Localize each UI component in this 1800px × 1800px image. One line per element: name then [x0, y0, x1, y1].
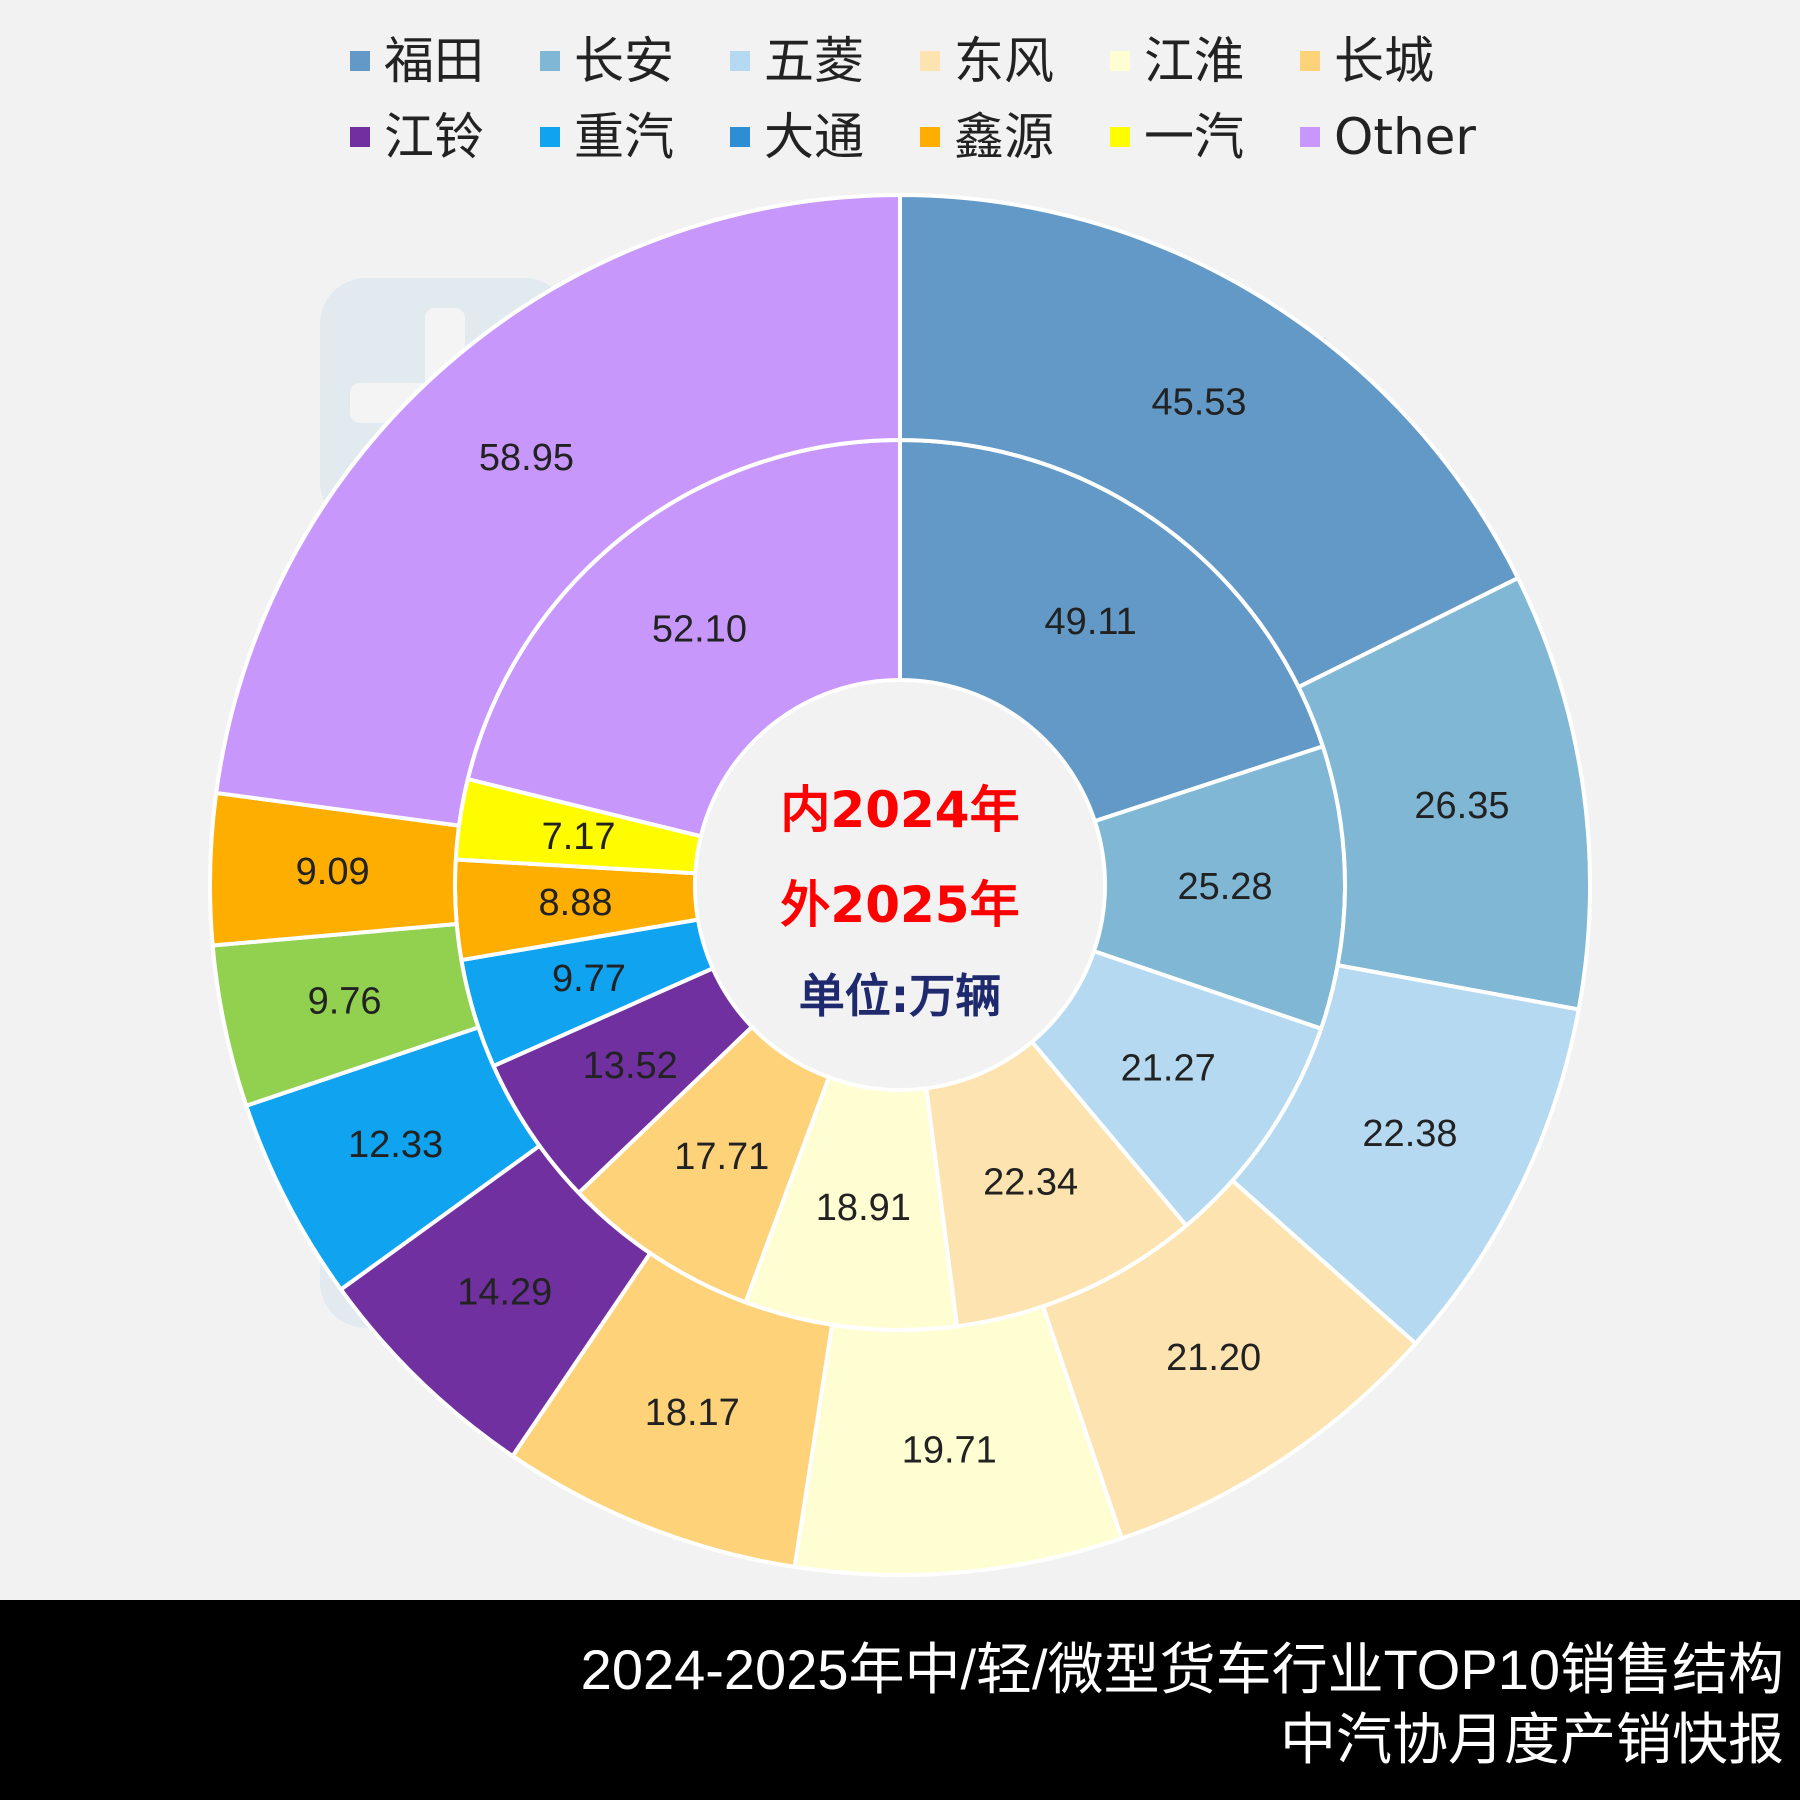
inner-ring-year-label: 内2024年	[780, 781, 1020, 839]
data-label: 7.17	[542, 816, 616, 858]
legend-swatch	[730, 127, 750, 147]
outer-ring-2025: 45.53 26.35 22.38 21.20 19.71 18.17 14.29 12.33…	[208, 192, 1592, 1577]
data-label: 22.38	[1362, 1113, 1457, 1155]
data-label: 12.33	[348, 1124, 443, 1166]
legend-swatch	[350, 51, 370, 71]
legend-swatch	[920, 51, 940, 71]
data-label: 19.71	[902, 1429, 997, 1471]
legend-item: 重汽	[540, 112, 674, 162]
data-label: 17.71	[674, 1136, 769, 1178]
data-label: 58.95	[479, 437, 574, 479]
data-label: 45.53	[1151, 382, 1246, 424]
legend-label: 长城	[1334, 32, 1434, 90]
legend-item: 一汽	[1110, 112, 1244, 162]
legend-item: 长城	[1300, 36, 1434, 86]
legend-label: 重汽	[574, 108, 674, 166]
data-label: 8.88	[539, 882, 613, 924]
data-label: 22.34	[983, 1162, 1078, 1204]
legend-item: 江铃	[350, 112, 484, 162]
legend-label: 五菱	[764, 32, 864, 90]
data-label: 14.29	[457, 1271, 552, 1313]
legend-swatch	[1300, 51, 1320, 71]
data-label: 18.17	[645, 1392, 740, 1434]
pie-slice	[898, 192, 1521, 690]
legend-label: 一汽	[1144, 108, 1244, 166]
legend-item: 鑫源	[920, 112, 1054, 162]
legend-label: Other	[1334, 108, 1476, 166]
data-label: 18.91	[816, 1187, 911, 1229]
legend-item: 五菱	[730, 36, 864, 86]
unit-label: 单位:万辆	[798, 969, 1002, 1023]
legend-swatch	[350, 127, 370, 147]
legend-swatch	[540, 51, 560, 71]
chart-legend: 福田 长安 五菱 东风 江淮 长城江铃 重汽 大通 鑫源 一汽 Other	[0, 0, 1800, 180]
doughnut-chart: 49.11 25.28 21.27 22.34 18.91 17.71 13.52 9.77 8…	[208, 192, 1592, 1577]
legend-label: 江铃	[384, 108, 484, 166]
data-label: 9.76	[308, 980, 382, 1022]
data-label: 21.20	[1166, 1337, 1261, 1379]
legend-item: 东风	[920, 36, 1054, 86]
data-label: 25.28	[1177, 866, 1272, 908]
legend-label: 大通	[764, 108, 864, 166]
footer-source: 中汽协月度产销快报	[1280, 1708, 1784, 1771]
legend-label: 福田	[384, 32, 484, 90]
legend-label: 江淮	[1144, 32, 1244, 90]
data-label: 13.52	[583, 1045, 678, 1087]
footer-title: 2024-2025年中/轻/微型货车行业TOP10销售结构	[580, 1638, 1784, 1701]
footer-bar: 2024-2025年中/轻/微型货车行业TOP10销售结构 中汽协月度产销快报	[0, 1600, 1800, 1800]
legend-swatch	[540, 127, 560, 147]
legend-item: 大通	[730, 112, 864, 162]
legend-item: 长安	[540, 36, 674, 86]
pie-slice	[213, 192, 902, 828]
legend-swatch	[1300, 127, 1320, 147]
data-label: 9.09	[296, 851, 370, 893]
legend-swatch	[730, 51, 750, 71]
data-label: 49.11	[1045, 601, 1137, 643]
legend-swatch	[1110, 51, 1130, 71]
legend-item: 福田	[350, 36, 484, 86]
legend-label: 东风	[954, 32, 1054, 90]
data-label: 26.35	[1414, 785, 1509, 827]
data-label: 9.77	[552, 958, 626, 1000]
legend-swatch	[1110, 127, 1130, 147]
doughnut-hole	[697, 682, 1103, 1088]
data-label: 21.27	[1121, 1048, 1216, 1090]
legend-swatch	[920, 127, 940, 147]
data-label: 52.10	[652, 608, 747, 650]
outer-ring-year-label: 外2025年	[780, 876, 1020, 934]
legend-label: 长安	[574, 32, 674, 90]
legend-item: Other	[1300, 112, 1476, 162]
legend-label: 鑫源	[954, 108, 1054, 166]
legend-item: 江淮	[1110, 36, 1244, 86]
